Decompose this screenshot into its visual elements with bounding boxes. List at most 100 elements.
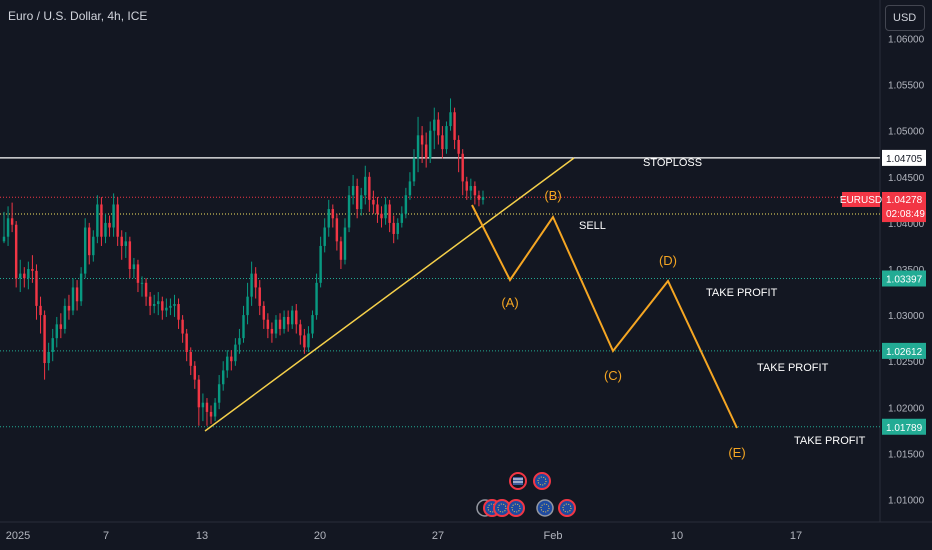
level-price-tag bbox=[882, 270, 926, 287]
level-price-label: 1.04705 bbox=[886, 154, 923, 165]
candle bbox=[234, 338, 237, 366]
candle bbox=[461, 149, 464, 196]
take-profit-label-3: TAKE PROFIT bbox=[794, 435, 866, 447]
sell-label: SELL bbox=[579, 220, 606, 232]
candle bbox=[388, 199, 391, 233]
candle bbox=[250, 261, 253, 306]
candle bbox=[307, 326, 310, 352]
candle bbox=[197, 375, 201, 426]
candle bbox=[209, 405, 213, 424]
current-price-label: 1.04278 bbox=[886, 195, 923, 206]
candle bbox=[112, 193, 115, 237]
candle bbox=[347, 186, 351, 233]
candle bbox=[303, 328, 306, 354]
level-price-label: 1.01789 bbox=[886, 423, 923, 434]
time-tick-label: 7 bbox=[103, 530, 109, 542]
candle bbox=[10, 202, 14, 233]
candle bbox=[376, 197, 379, 223]
currency-button[interactable]: USD bbox=[885, 5, 925, 31]
candle bbox=[315, 273, 318, 320]
candle bbox=[100, 197, 103, 246]
candle bbox=[246, 282, 249, 325]
candle bbox=[108, 215, 111, 237]
candle bbox=[136, 259, 140, 293]
candle bbox=[372, 190, 375, 214]
time-tick-label: 13 bbox=[196, 530, 208, 542]
eu-flag-icon[interactable] bbox=[558, 499, 576, 517]
take-profit-label-1: TAKE PROFIT bbox=[706, 287, 778, 299]
candle bbox=[83, 218, 87, 279]
candle bbox=[169, 298, 172, 316]
candle bbox=[19, 259, 22, 293]
candle bbox=[469, 178, 473, 200]
price-tick-label: 1.02000 bbox=[888, 403, 925, 414]
wave-label-a: (A) bbox=[501, 295, 518, 310]
candle bbox=[416, 116, 420, 173]
candle bbox=[360, 187, 363, 216]
stoploss-label: STOPLOSS bbox=[643, 157, 702, 169]
candle bbox=[238, 328, 241, 354]
candle bbox=[140, 276, 144, 297]
price-tick-label: 1.04500 bbox=[888, 173, 925, 184]
trendline[interactable] bbox=[204, 157, 575, 432]
candle bbox=[230, 350, 233, 371]
candle bbox=[51, 328, 54, 362]
candle bbox=[311, 310, 314, 339]
candle bbox=[392, 215, 395, 244]
candle bbox=[59, 313, 63, 339]
eu-flag-icon[interactable] bbox=[533, 472, 551, 490]
candle bbox=[39, 296, 42, 334]
price-tick-label: 1.05500 bbox=[888, 81, 925, 92]
wave-label-b: (B) bbox=[544, 188, 561, 203]
price-tick-label: 1.04000 bbox=[888, 219, 925, 230]
level-price-tag bbox=[882, 149, 926, 166]
price-tick-label: 1.03000 bbox=[888, 311, 925, 322]
candle bbox=[242, 305, 245, 343]
candle bbox=[412, 149, 416, 187]
event-flags[interactable] bbox=[476, 472, 576, 517]
candle bbox=[404, 187, 408, 219]
candle bbox=[327, 199, 330, 237]
time-tick-label: 10 bbox=[671, 530, 683, 542]
candle bbox=[31, 255, 34, 283]
candle bbox=[473, 181, 477, 205]
candle bbox=[23, 267, 26, 288]
candle bbox=[339, 236, 343, 269]
level-price-tag bbox=[882, 418, 926, 435]
eu-flag-icon[interactable] bbox=[507, 499, 525, 517]
candle bbox=[47, 342, 50, 371]
candle bbox=[148, 292, 152, 316]
candle bbox=[132, 257, 136, 279]
candle bbox=[144, 278, 148, 306]
candle bbox=[254, 267, 257, 299]
wave-projection-path[interactable] bbox=[471, 204, 738, 429]
candle bbox=[278, 313, 282, 336]
candle bbox=[185, 328, 188, 362]
countdown-label: 02:08:49 bbox=[886, 209, 925, 220]
wave-label-c: (C) bbox=[604, 368, 622, 383]
candle bbox=[295, 304, 298, 334]
candle bbox=[441, 126, 444, 159]
candle bbox=[266, 313, 270, 339]
candle bbox=[120, 230, 123, 260]
candle bbox=[424, 132, 428, 168]
us-flag-icon[interactable] bbox=[509, 472, 527, 490]
candle bbox=[408, 172, 412, 200]
candle bbox=[128, 236, 132, 279]
eu-flag-icon[interactable] bbox=[536, 499, 554, 517]
candle bbox=[226, 350, 229, 378]
time-tick-label: 2025 bbox=[6, 530, 30, 542]
candle bbox=[79, 267, 83, 306]
candle bbox=[331, 204, 335, 228]
candle bbox=[380, 206, 383, 228]
candle bbox=[27, 261, 30, 290]
candle bbox=[400, 206, 404, 228]
time-tick-label: Feb bbox=[544, 530, 563, 542]
candle bbox=[55, 316, 58, 348]
time-axis[interactable]: 2025 7 13 20 27 Feb 10 17 bbox=[6, 530, 802, 542]
candle bbox=[465, 176, 468, 200]
candle bbox=[274, 315, 278, 339]
candle bbox=[96, 195, 99, 244]
candle bbox=[2, 211, 6, 244]
